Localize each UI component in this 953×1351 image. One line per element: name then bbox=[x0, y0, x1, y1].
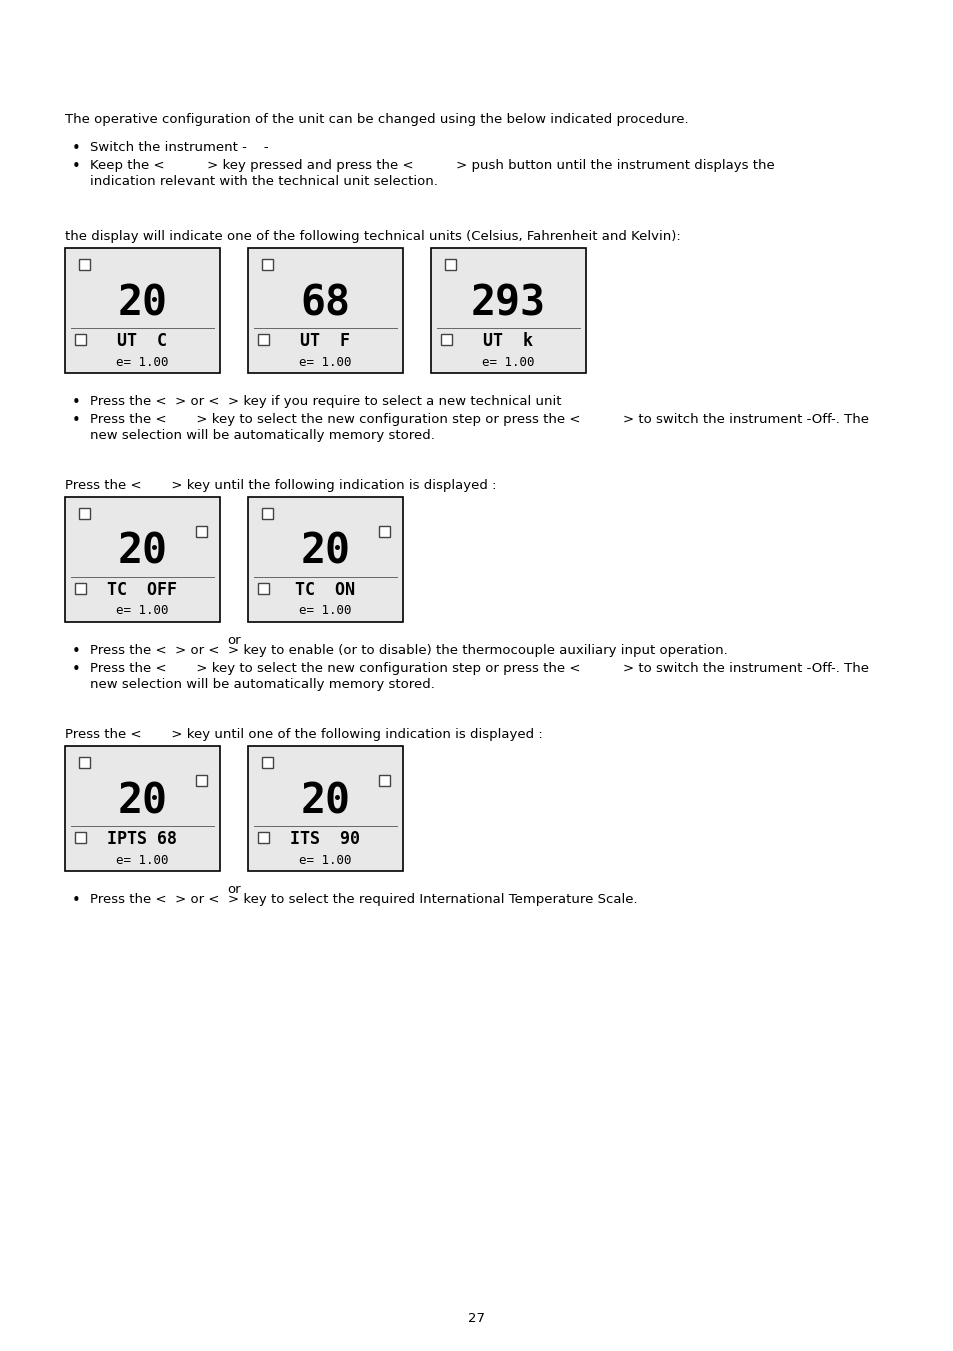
Text: Press the <       > key until the following indication is displayed :: Press the < > key until the following in… bbox=[65, 480, 496, 492]
Bar bbox=[262, 757, 273, 767]
Text: e= 1.00: e= 1.00 bbox=[116, 604, 169, 617]
Bar bbox=[75, 584, 86, 594]
Text: TC  ON: TC ON bbox=[295, 581, 355, 598]
Text: e= 1.00: e= 1.00 bbox=[299, 355, 352, 369]
Text: Press the <       > key to select the new configuration step or press the <     : Press the < > key to select the new conf… bbox=[90, 662, 868, 676]
Text: e= 1.00: e= 1.00 bbox=[116, 355, 169, 369]
Bar bbox=[431, 249, 585, 373]
Text: e= 1.00: e= 1.00 bbox=[482, 355, 535, 369]
Text: •: • bbox=[71, 644, 81, 659]
Bar bbox=[440, 334, 452, 345]
Text: Press the <  > or <  > key to select the required International Temperature Scal: Press the < > or < > key to select the r… bbox=[90, 893, 637, 907]
Bar bbox=[75, 334, 86, 345]
Bar bbox=[262, 508, 273, 519]
Text: or: or bbox=[227, 884, 240, 896]
Bar bbox=[257, 832, 269, 843]
Bar bbox=[195, 775, 207, 786]
Text: UT  F: UT F bbox=[300, 332, 350, 350]
Text: 20: 20 bbox=[300, 531, 350, 573]
Bar bbox=[378, 526, 390, 536]
Bar bbox=[248, 249, 402, 373]
Text: •: • bbox=[71, 662, 81, 677]
Text: the display will indicate one of the following technical units (Celsius, Fahrenh: the display will indicate one of the fol… bbox=[65, 230, 680, 243]
Text: UT  C: UT C bbox=[117, 332, 168, 350]
Text: IPTS 68: IPTS 68 bbox=[108, 830, 177, 848]
Bar bbox=[195, 526, 207, 536]
Text: Press the <  > or <  > key if you require to select a new technical unit: Press the < > or < > key if you require … bbox=[90, 394, 561, 408]
Text: •: • bbox=[71, 159, 81, 174]
Text: e= 1.00: e= 1.00 bbox=[116, 854, 169, 866]
Text: Keep the <          > key pressed and press the <          > push button until t: Keep the < > key pressed and press the <… bbox=[90, 159, 774, 172]
Text: •: • bbox=[71, 893, 81, 908]
Text: e= 1.00: e= 1.00 bbox=[299, 604, 352, 617]
Text: 20: 20 bbox=[117, 282, 168, 324]
Text: 20: 20 bbox=[117, 780, 168, 821]
Bar bbox=[65, 497, 220, 621]
Text: UT  k: UT k bbox=[483, 332, 533, 350]
Text: 20: 20 bbox=[117, 531, 168, 573]
Text: new selection will be automatically memory stored.: new selection will be automatically memo… bbox=[90, 430, 435, 442]
Text: •: • bbox=[71, 141, 81, 155]
Text: 20: 20 bbox=[300, 780, 350, 821]
Bar bbox=[248, 497, 402, 621]
Text: TC  OFF: TC OFF bbox=[108, 581, 177, 598]
Text: 27: 27 bbox=[468, 1313, 485, 1325]
Text: •: • bbox=[71, 413, 81, 428]
Bar bbox=[257, 584, 269, 594]
Text: or: or bbox=[227, 634, 240, 647]
Bar bbox=[79, 508, 90, 519]
Text: new selection will be automatically memory stored.: new selection will be automatically memo… bbox=[90, 678, 435, 690]
Text: Press the <  > or <  > key to enable (or to disable) the thermocouple auxiliary : Press the < > or < > key to enable (or t… bbox=[90, 644, 727, 657]
Bar bbox=[79, 757, 90, 767]
Bar bbox=[65, 249, 220, 373]
Text: e= 1.00: e= 1.00 bbox=[299, 854, 352, 866]
Bar bbox=[262, 259, 273, 270]
Text: 293: 293 bbox=[471, 282, 545, 324]
Bar bbox=[444, 259, 456, 270]
Text: •: • bbox=[71, 394, 81, 409]
Text: The operative configuration of the unit can be changed using the below indicated: The operative configuration of the unit … bbox=[65, 113, 688, 126]
Bar bbox=[65, 746, 220, 871]
Bar bbox=[79, 259, 90, 270]
Text: Switch the instrument -    -: Switch the instrument - - bbox=[90, 141, 269, 154]
Text: indication relevant with the technical unit selection.: indication relevant with the technical u… bbox=[90, 176, 437, 188]
Bar bbox=[75, 832, 86, 843]
Text: 68: 68 bbox=[300, 282, 350, 324]
Text: Press the <       > key until one of the following indication is displayed :: Press the < > key until one of the follo… bbox=[65, 728, 542, 740]
Bar bbox=[248, 746, 402, 871]
Text: Press the <       > key to select the new configuration step or press the <     : Press the < > key to select the new conf… bbox=[90, 413, 868, 426]
Text: ITS  90: ITS 90 bbox=[291, 830, 360, 848]
Bar bbox=[378, 775, 390, 786]
Bar bbox=[257, 334, 269, 345]
